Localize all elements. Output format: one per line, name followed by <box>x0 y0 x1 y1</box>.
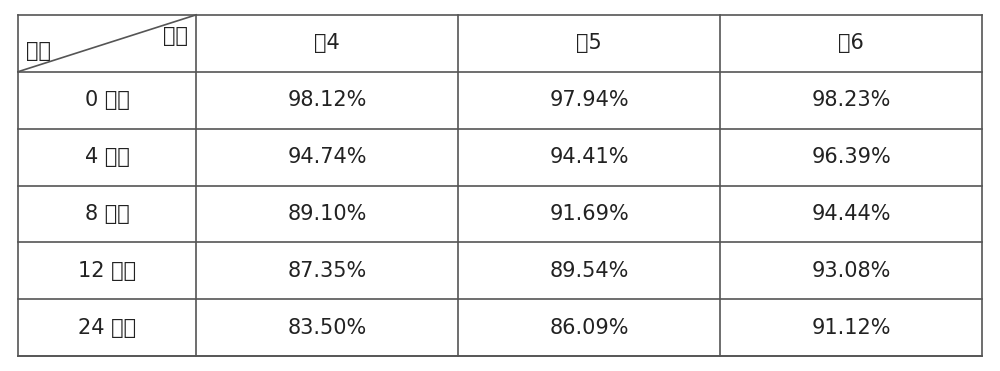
Text: 组4: 组4 <box>314 33 340 53</box>
Text: 98.23%: 98.23% <box>811 90 891 110</box>
Text: 组5: 组5 <box>576 33 602 53</box>
Text: 87.35%: 87.35% <box>288 261 367 281</box>
Text: 24 小时: 24 小时 <box>78 318 136 338</box>
Text: 94.41%: 94.41% <box>549 147 629 167</box>
Text: 83.50%: 83.50% <box>288 318 367 338</box>
Text: 0 小时: 0 小时 <box>85 90 130 110</box>
Text: 12 小时: 12 小时 <box>78 261 136 281</box>
Text: 89.54%: 89.54% <box>549 261 629 281</box>
Text: 91.69%: 91.69% <box>549 204 629 224</box>
Text: 8 小时: 8 小时 <box>85 204 129 224</box>
Text: 93.08%: 93.08% <box>811 261 891 281</box>
Text: 97.94%: 97.94% <box>549 90 629 110</box>
Text: 96.39%: 96.39% <box>811 147 891 167</box>
Text: 98.12%: 98.12% <box>287 90 367 110</box>
Text: 89.10%: 89.10% <box>287 204 367 224</box>
Text: 4 小时: 4 小时 <box>85 147 130 167</box>
Text: 组别: 组别 <box>163 26 188 46</box>
Text: 时间: 时间 <box>26 40 51 60</box>
Text: 94.74%: 94.74% <box>287 147 367 167</box>
Text: 86.09%: 86.09% <box>549 318 629 338</box>
Text: 91.12%: 91.12% <box>811 318 891 338</box>
Text: 94.44%: 94.44% <box>811 204 891 224</box>
Text: 组6: 组6 <box>838 33 864 53</box>
